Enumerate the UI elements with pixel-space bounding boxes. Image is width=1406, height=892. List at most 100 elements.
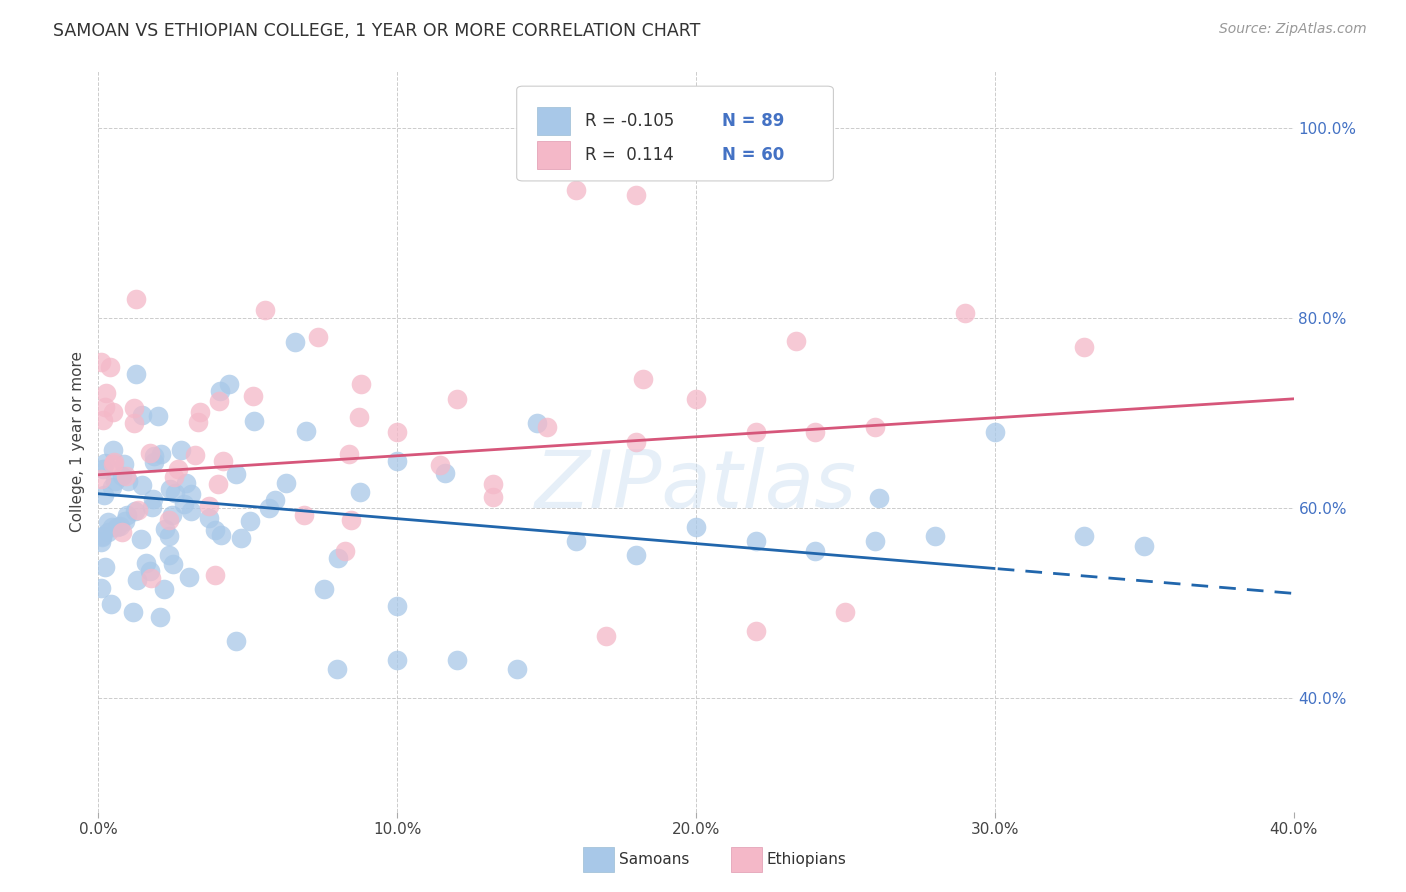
- Bar: [537, 141, 571, 169]
- Point: [254, 303, 277, 318]
- Point: [243, 415, 266, 429]
- Point: [100, 359, 122, 374]
- Point: [110, 519, 132, 533]
- Point: [104, 474, 127, 488]
- Point: [385, 454, 408, 468]
- Point: [142, 492, 165, 507]
- Point: [90, 355, 112, 369]
- Point: [114, 469, 136, 483]
- Text: SAMOAN VS ETHIOPIAN COLLEGE, 1 YEAR OR MORE CORRELATION CHART: SAMOAN VS ETHIOPIAN COLLEGE, 1 YEAR OR M…: [53, 22, 700, 40]
- Point: [129, 532, 152, 546]
- Point: [131, 408, 153, 422]
- Point: [135, 557, 157, 571]
- Point: [685, 520, 707, 534]
- Point: [165, 486, 187, 500]
- Point: [207, 477, 229, 491]
- Point: [209, 384, 232, 398]
- Point: [152, 582, 174, 596]
- Y-axis label: College, 1 year or more: College, 1 year or more: [70, 351, 86, 532]
- Point: [149, 447, 172, 461]
- Point: [804, 543, 827, 558]
- Point: [208, 394, 231, 409]
- Point: [745, 624, 768, 639]
- Point: [1073, 340, 1095, 354]
- Point: [482, 476, 505, 491]
- Point: [1133, 539, 1156, 553]
- Point: [337, 446, 360, 460]
- Point: [112, 457, 135, 471]
- Point: [257, 500, 280, 515]
- Point: [131, 478, 153, 492]
- Point: [198, 511, 221, 525]
- Point: [115, 508, 138, 523]
- Point: [347, 409, 370, 424]
- Point: [91, 530, 114, 544]
- Text: Ethiopians: Ethiopians: [766, 853, 846, 867]
- Point: [149, 610, 172, 624]
- Point: [127, 503, 149, 517]
- Point: [105, 520, 128, 534]
- Point: [626, 549, 648, 563]
- Point: [429, 458, 451, 473]
- Point: [349, 485, 371, 500]
- Point: [157, 529, 180, 543]
- Point: [125, 367, 148, 381]
- Point: [239, 514, 262, 528]
- Point: [97, 515, 120, 529]
- Point: [103, 405, 125, 419]
- Point: [111, 468, 134, 483]
- Point: [284, 334, 307, 349]
- Text: N = 89: N = 89: [723, 112, 785, 130]
- Point: [94, 400, 117, 414]
- Point: [90, 535, 112, 549]
- Point: [157, 513, 180, 527]
- Point: [124, 504, 146, 518]
- Point: [125, 573, 148, 587]
- Point: [446, 653, 468, 667]
- Point: [385, 425, 409, 439]
- Point: [204, 523, 226, 537]
- Point: [565, 183, 588, 197]
- Point: [785, 334, 807, 349]
- Point: [274, 475, 297, 490]
- Point: [225, 467, 247, 482]
- Point: [434, 466, 457, 480]
- Point: [314, 582, 336, 596]
- Point: [333, 544, 356, 558]
- Point: [745, 534, 768, 549]
- Point: [103, 455, 125, 469]
- Point: [93, 488, 115, 502]
- Point: [180, 487, 202, 501]
- Point: [94, 386, 117, 401]
- Point: [446, 392, 468, 406]
- Point: [157, 548, 180, 562]
- Point: [924, 529, 946, 543]
- Point: [139, 445, 162, 459]
- Point: [90, 472, 112, 486]
- Point: [565, 534, 588, 549]
- Point: [153, 523, 176, 537]
- Point: [626, 434, 648, 449]
- Point: [865, 420, 887, 434]
- Point: [340, 513, 363, 527]
- Text: ZIPatlas: ZIPatlas: [534, 447, 858, 525]
- Text: R = -0.105: R = -0.105: [585, 112, 673, 130]
- Point: [209, 528, 232, 542]
- Point: [111, 524, 134, 539]
- Point: [162, 558, 184, 572]
- Point: [834, 606, 856, 620]
- Point: [387, 599, 409, 613]
- Point: [122, 401, 145, 416]
- Point: [100, 597, 122, 611]
- Point: [94, 456, 117, 470]
- Point: [162, 470, 184, 484]
- Point: [122, 416, 145, 430]
- Point: [188, 405, 211, 419]
- Point: [187, 415, 209, 429]
- Point: [142, 450, 165, 464]
- Point: [101, 519, 124, 533]
- Point: [595, 629, 617, 643]
- Point: [101, 480, 124, 494]
- Point: [204, 568, 226, 582]
- Point: [125, 292, 148, 306]
